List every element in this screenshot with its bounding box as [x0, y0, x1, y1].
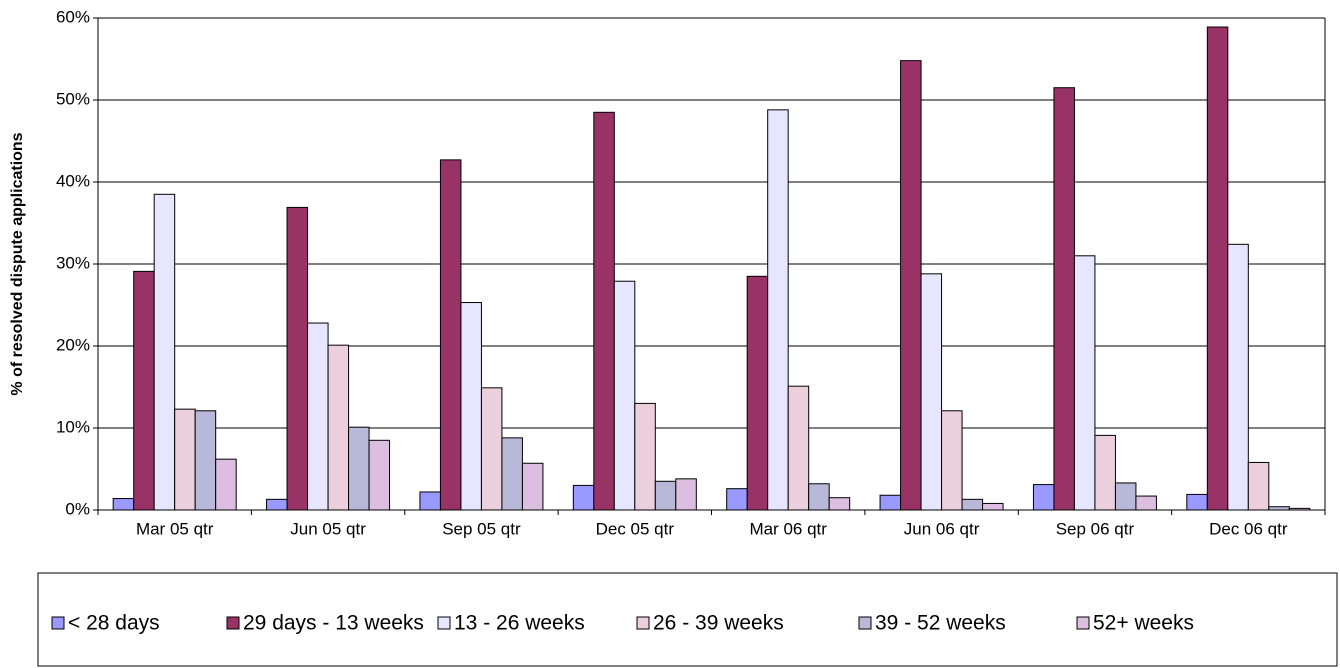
- bar: [439, 159, 462, 511]
- x-tick-label: Sep 06 qtr: [1056, 519, 1135, 538]
- legend-label: 39 - 52 weeks: [875, 612, 1006, 635]
- bar: [675, 478, 697, 511]
- bar: [1114, 482, 1137, 511]
- y-tick-label: 30%: [56, 253, 90, 272]
- bar: [900, 60, 922, 511]
- y-axis-label: % of resolved dispute applications: [9, 132, 26, 395]
- x-tick-label: Jun 05 qtr: [290, 519, 366, 538]
- legend-swatch: [636, 616, 650, 630]
- bar: [808, 483, 830, 511]
- bar: [1206, 26, 1229, 511]
- legend-swatch: [1076, 616, 1090, 630]
- bar: [133, 270, 155, 511]
- y-tick-label: 0%: [65, 499, 90, 518]
- legend-swatch: [51, 616, 65, 630]
- bar: [348, 426, 370, 511]
- bar: [1032, 484, 1055, 511]
- legend-label: < 28 days: [68, 612, 160, 635]
- x-tick-label: Sep 05 qtr: [442, 519, 521, 538]
- legend-swatch: [437, 616, 451, 630]
- bar: [634, 402, 656, 511]
- x-tick-label: Dec 06 qtr: [1209, 519, 1288, 538]
- bar: [920, 273, 943, 511]
- bar: [746, 275, 769, 511]
- legend-box: [37, 572, 1338, 667]
- bar: [982, 502, 1004, 511]
- legend-swatch: [226, 616, 240, 630]
- bar: [327, 344, 350, 511]
- bar: [307, 322, 329, 511]
- x-tick-label: Mar 06 qtr: [749, 519, 827, 538]
- bar: [286, 206, 309, 511]
- y-tick-label: 40%: [56, 171, 90, 190]
- y-tick-label: 50%: [56, 89, 90, 108]
- x-tick-label: Dec 05 qtr: [596, 519, 675, 538]
- bar: [266, 498, 288, 511]
- legend-label: 52+ weeks: [1093, 612, 1194, 635]
- bar: [112, 498, 135, 511]
- legend-label: 29 days - 13 weeks: [243, 612, 424, 635]
- bar: [1073, 255, 1096, 511]
- bar: [501, 437, 523, 511]
- bar: [961, 498, 984, 511]
- bar: [593, 111, 615, 511]
- legend-swatch: [858, 616, 872, 630]
- bar: [941, 410, 963, 511]
- bar: [726, 488, 748, 511]
- bar: [1135, 495, 1157, 511]
- bar: [419, 491, 441, 511]
- legend-label: 13 - 26 weeks: [454, 612, 585, 635]
- bar: [613, 280, 636, 511]
- bar: [572, 484, 595, 511]
- bar: [654, 480, 677, 511]
- bar: [1053, 87, 1075, 511]
- bar: [1186, 493, 1208, 511]
- bar: [1247, 461, 1270, 511]
- bar: [194, 410, 217, 511]
- bar: [1094, 434, 1116, 511]
- bar: [1227, 243, 1249, 511]
- bar: [368, 439, 391, 511]
- y-tick-label: 20%: [56, 335, 90, 354]
- x-tick-label: Jun 06 qtr: [904, 519, 980, 538]
- bar: [828, 497, 851, 511]
- bar: [787, 385, 810, 511]
- bar: [521, 462, 544, 511]
- bar: [460, 302, 482, 511]
- bar: [480, 387, 503, 511]
- legend-label: 26 - 39 weeks: [653, 612, 784, 635]
- bar: [215, 458, 237, 511]
- y-tick-label: 60%: [56, 7, 90, 26]
- bar: [174, 408, 196, 511]
- bar: [767, 109, 789, 511]
- bar: [879, 494, 902, 511]
- x-tick-label: Mar 05 qtr: [136, 519, 214, 538]
- bar: [153, 193, 176, 511]
- y-tick-label: 10%: [56, 417, 90, 436]
